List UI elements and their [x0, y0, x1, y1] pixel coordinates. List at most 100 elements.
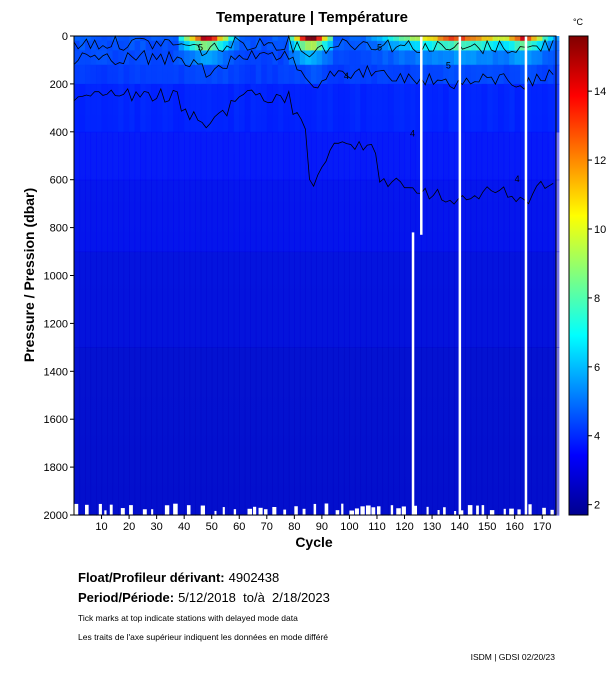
heatmap-cell — [74, 83, 81, 133]
heatmap-cell — [184, 50, 191, 66]
heatmap-cell — [371, 36, 378, 42]
heatmap-cell — [404, 251, 411, 348]
heatmap-cell — [244, 64, 251, 85]
heatmap-cell — [74, 50, 81, 66]
heatmap-cell — [470, 179, 477, 253]
heatmap-cell — [134, 131, 141, 181]
heatmap-cell — [189, 50, 196, 66]
heatmap-cell — [399, 179, 406, 253]
heatmap-cell — [338, 131, 345, 181]
heatmap-cell — [410, 50, 417, 66]
heatmap-cell — [421, 83, 428, 133]
heatmap-cell — [542, 83, 549, 133]
heatmap-cell — [211, 131, 218, 181]
heatmap-cell — [277, 64, 284, 85]
heatmap-cell — [156, 131, 163, 181]
heatmap-cell — [217, 83, 224, 133]
heatmap-cell — [206, 64, 213, 85]
heatmap-cell — [123, 131, 130, 181]
heatmap-cell — [465, 40, 472, 51]
bottom-profile-mark — [294, 506, 298, 515]
heatmap-cell — [228, 64, 235, 85]
heatmap-cell — [343, 131, 351, 181]
heatmap-cell — [376, 83, 384, 133]
heatmap-cell — [376, 50, 384, 66]
heatmap-cell — [90, 83, 97, 133]
contour-lines: 4 4 5 4 5 5 — [73, 34, 554, 205]
heatmap-cell — [299, 347, 306, 516]
heatmap-cell — [393, 83, 400, 133]
heatmap-cell — [332, 50, 340, 66]
heatmap-cell — [399, 347, 406, 516]
heatmap-cell — [503, 251, 510, 348]
x-tick-label: 110 — [368, 521, 386, 533]
heatmap-cell — [85, 40, 92, 51]
heatmap-cell — [481, 50, 488, 66]
heatmap-cell — [228, 36, 235, 42]
heatmap-cell — [217, 50, 224, 66]
heatmap-cell — [509, 347, 516, 516]
heatmap-cell — [338, 36, 345, 42]
heatmap-cell — [465, 347, 472, 516]
heatmap-cell — [437, 50, 444, 66]
heatmap-cell — [316, 83, 323, 133]
heatmap-cell — [211, 179, 218, 253]
heatmap-cell — [525, 179, 532, 253]
x-tick-label: 130 — [423, 521, 441, 533]
heatmap-cell — [316, 36, 323, 42]
heatmap-cell — [492, 347, 499, 516]
heatmap-cell — [156, 179, 163, 253]
heatmap-cell — [421, 36, 428, 42]
heatmap-cell — [239, 36, 246, 42]
heatmap-cell — [255, 36, 262, 42]
missing-cycle-gap — [411, 232, 415, 515]
heatmap-cell — [365, 131, 373, 181]
heatmap-cell — [470, 36, 477, 42]
heatmap-cell — [360, 36, 367, 42]
heatmap-cell — [410, 64, 417, 85]
heatmap-cell — [123, 64, 130, 85]
heatmap-cell — [184, 131, 191, 181]
heatmap-cell — [173, 347, 180, 516]
heatmap-cell — [79, 40, 86, 51]
heatmap-cell — [410, 36, 417, 42]
heatmap-cell — [426, 347, 433, 516]
heatmap-cell — [239, 179, 246, 253]
heatmap-cell — [415, 251, 422, 348]
y-tick-label: 1800 — [44, 462, 68, 474]
heatmap-cell — [387, 347, 395, 516]
bottom-profile-mark — [390, 505, 394, 515]
heatmap-cell — [239, 40, 246, 51]
x-tick-label: 120 — [395, 521, 413, 533]
heatmap-cell — [454, 179, 461, 253]
heatmap-cell — [266, 251, 273, 348]
heatmap-cell — [118, 251, 125, 348]
heatmap-cell — [332, 179, 340, 253]
heatmap-cell — [371, 40, 378, 51]
heatmap-cell — [288, 251, 295, 348]
heatmap-cell — [410, 40, 417, 51]
heatmap-cell — [123, 179, 130, 253]
heatmap-cell — [415, 64, 422, 85]
heatmap-cell — [531, 36, 538, 42]
heatmap-cell — [228, 50, 235, 66]
heatmap-cell — [90, 50, 97, 66]
heatmap-cell — [228, 40, 235, 51]
heatmap-cell — [520, 347, 527, 516]
heatmap-cell — [503, 131, 510, 181]
heatmap-cell — [74, 36, 81, 42]
heatmap-cell — [305, 64, 312, 85]
heatmap-cell — [327, 50, 334, 66]
heatmap-cell — [547, 64, 554, 85]
bottom-profile-mark — [200, 505, 205, 515]
heatmap-cell — [376, 347, 384, 516]
heatmap-cell — [343, 64, 351, 85]
heatmap-cell — [156, 36, 163, 42]
heatmap-cell — [421, 251, 428, 348]
heatmap-cell — [536, 50, 543, 66]
float-label: Float/Profileur dérivant: — [78, 570, 225, 585]
heatmap-cell — [118, 40, 125, 51]
bottom-profile-mark — [454, 510, 457, 515]
heatmap-cell — [382, 179, 389, 253]
heatmap-cell — [85, 347, 92, 516]
